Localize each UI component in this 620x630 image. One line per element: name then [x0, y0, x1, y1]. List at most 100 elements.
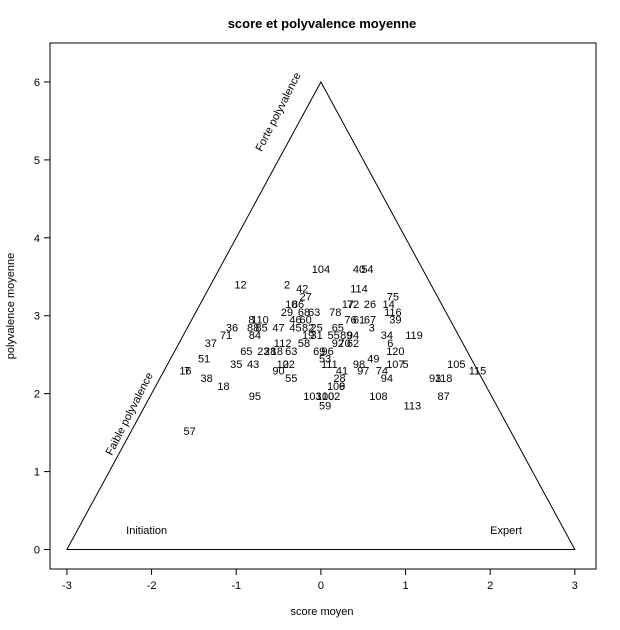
point-label: 25 [311, 322, 323, 334]
point-label: 45 [289, 322, 301, 334]
point-label: 65 [332, 322, 344, 334]
point-label: 72 [347, 299, 359, 311]
point-label: 5 [402, 359, 408, 371]
point-label: 94 [347, 330, 359, 342]
point-label: 10 [277, 359, 289, 371]
point-label: 29 [281, 307, 293, 319]
point-label: 107 [386, 359, 404, 371]
point-label: 86 [292, 299, 304, 311]
point-label: 10 [285, 299, 297, 311]
point-label: 36 [226, 322, 238, 334]
point-label: 43 [247, 359, 259, 371]
point-label: 53 [319, 354, 331, 366]
y-tick-label: 0 [34, 545, 40, 557]
point-label: 120 [386, 346, 404, 358]
point-label: 28 [264, 346, 276, 358]
x-tick-label: 3 [572, 580, 578, 592]
point-label: 57 [184, 426, 196, 438]
triangle-annotation: Initiation [126, 525, 167, 537]
point-label: 89 [340, 330, 352, 342]
x-tick-label: 1 [402, 580, 408, 592]
point-label: 2 [284, 280, 290, 292]
triangle-annotation: Faible polyvalence [104, 371, 156, 458]
point-label: 104 [312, 264, 330, 276]
point-label: 76 [344, 315, 356, 327]
point-label: 46 [289, 315, 301, 327]
point-label: 70 [338, 338, 350, 350]
point-label: 12 [234, 280, 246, 292]
point-label: 7 [184, 365, 190, 377]
point-label: 26 [364, 299, 376, 311]
point-label: 110 [251, 315, 269, 327]
point-label: 71 [220, 330, 232, 342]
point-label: 58 [298, 338, 310, 350]
point-label: 60 [300, 315, 312, 327]
y-tick-label: 3 [34, 311, 40, 323]
y-tick-label: 6 [34, 77, 40, 89]
x-tick-label: -3 [62, 580, 72, 592]
point-label: 41 [336, 365, 348, 377]
point-label: 100 [316, 391, 334, 403]
point-label: 49 [367, 354, 379, 366]
point-label: 111 [321, 359, 338, 371]
point-label: 97 [357, 365, 369, 377]
x-axis-label: score moyen [291, 606, 354, 618]
point-label: 88 [247, 322, 259, 334]
point-label: 23 [257, 346, 269, 358]
point-label: 103 [303, 391, 321, 403]
point-label: 109 [327, 381, 345, 393]
point-label: 14 [382, 299, 394, 311]
point-label: 18 [271, 346, 283, 358]
point-label: 116 [384, 307, 402, 319]
point-label: 98 [353, 359, 365, 371]
triangle-annotation: Forte polyvalence [254, 71, 304, 154]
point-label: 39 [389, 315, 401, 327]
x-tick-label: -2 [147, 580, 157, 592]
point-label: 115 [469, 365, 487, 377]
point-label: 28 [333, 373, 345, 385]
point-label: 18 [217, 381, 229, 393]
point-label: 12 [279, 338, 291, 350]
point-label: 59 [319, 400, 331, 412]
point-label: 93 [429, 373, 441, 385]
annotations: Initiation Expert Forte polyvalence Faible … [104, 71, 522, 537]
point-label: 82 [302, 322, 314, 334]
point-label: 6 [387, 338, 393, 350]
y-tick-label: 4 [34, 233, 40, 245]
point-label: 96 [322, 346, 334, 358]
y-axis: 0 1 2 3 4 5 6 [34, 77, 50, 557]
triangle-outline [66, 80, 576, 551]
point-label: 19 [302, 330, 314, 342]
point-label: 78 [329, 307, 341, 319]
x-tick-label: 2 [487, 580, 493, 592]
point-label: 69 [313, 346, 325, 358]
point-label: 8 [248, 315, 254, 327]
point-label: 34 [381, 330, 393, 342]
point-label: 94 [381, 373, 393, 385]
point-label: 114 [350, 283, 368, 295]
point-label: 102 [322, 391, 340, 403]
point-label: 61 [353, 315, 365, 327]
point-label: 74 [376, 365, 388, 377]
point-label: 55 [327, 330, 339, 342]
x-tick-label: 0 [318, 580, 324, 592]
x-tick-label: -1 [231, 580, 241, 592]
y-axis-label: polyvalence moyenne [5, 253, 17, 359]
point-label: 105 [447, 359, 465, 371]
point-label: 108 [369, 391, 387, 403]
point-label: 38 [200, 373, 212, 385]
point-label: 67 [364, 315, 376, 327]
triangle-annotation: Expert [490, 525, 522, 537]
point-label: 54 [361, 264, 373, 276]
point-label: 119 [405, 330, 423, 342]
point-label: 3 [369, 322, 375, 334]
y-tick-label: 5 [34, 155, 40, 167]
point-label: 37 [205, 338, 217, 350]
point-label: 85 [256, 322, 268, 334]
point-label: 68 [298, 307, 310, 319]
point-label: 40 [353, 264, 365, 276]
point-label: 6 [339, 381, 345, 393]
point-label: 95 [249, 391, 261, 403]
